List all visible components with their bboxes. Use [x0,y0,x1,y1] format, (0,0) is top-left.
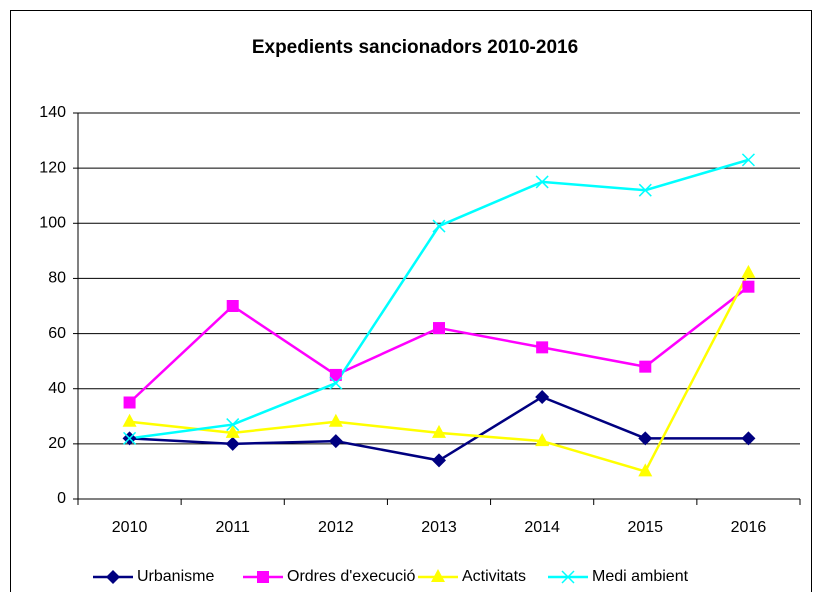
marker [535,175,549,189]
marker [257,571,269,583]
x-tick-label: 2016 [731,519,767,536]
marker [561,570,575,584]
marker [638,463,653,477]
marker [741,264,756,278]
marker [741,431,756,446]
marker [226,418,240,432]
x-tick-label: 2012 [318,519,354,536]
marker [741,153,755,167]
y-tick-label: 60 [48,325,66,342]
y-tick-label: 0 [57,490,66,507]
y-tick-label: 120 [39,159,66,176]
legend-label: Urbanisme [137,568,214,585]
x-tick-label: 2013 [421,519,457,536]
marker [433,322,445,335]
marker [225,436,240,451]
y-tick-label: 100 [39,215,66,232]
marker [328,413,343,427]
y-tick-label: 80 [48,270,66,287]
marker [431,569,445,582]
marker [123,396,136,409]
marker [225,424,240,438]
marker [432,219,446,233]
marker [122,413,137,427]
marker [328,434,343,449]
marker [639,360,652,373]
marker [106,570,120,584]
chart-frame [10,10,812,597]
legend-label: Medi ambient [592,568,689,585]
legend-label: Activitats [462,568,526,585]
y-tick-label: 40 [48,380,66,397]
marker [226,300,239,312]
legend-label: Ordres d'execució [287,568,416,585]
marker [432,453,446,468]
chart-title: Expedients sancionadors 2010-2016 [252,37,578,58]
marker [742,280,755,293]
x-tick-label: 2014 [524,519,560,536]
marker [536,341,549,354]
y-tick-label: 20 [48,435,66,452]
y-tick-label: 140 [39,104,66,121]
x-tick-label: 2015 [627,519,663,536]
marker [432,424,446,438]
x-tick-label: 2010 [112,519,148,536]
marker [329,376,343,390]
marker [535,433,550,447]
marker [638,431,653,446]
marker [123,431,137,445]
x-tick-label: 2011 [216,519,251,536]
marker [535,389,550,404]
marker [638,183,652,197]
marker [329,368,342,381]
